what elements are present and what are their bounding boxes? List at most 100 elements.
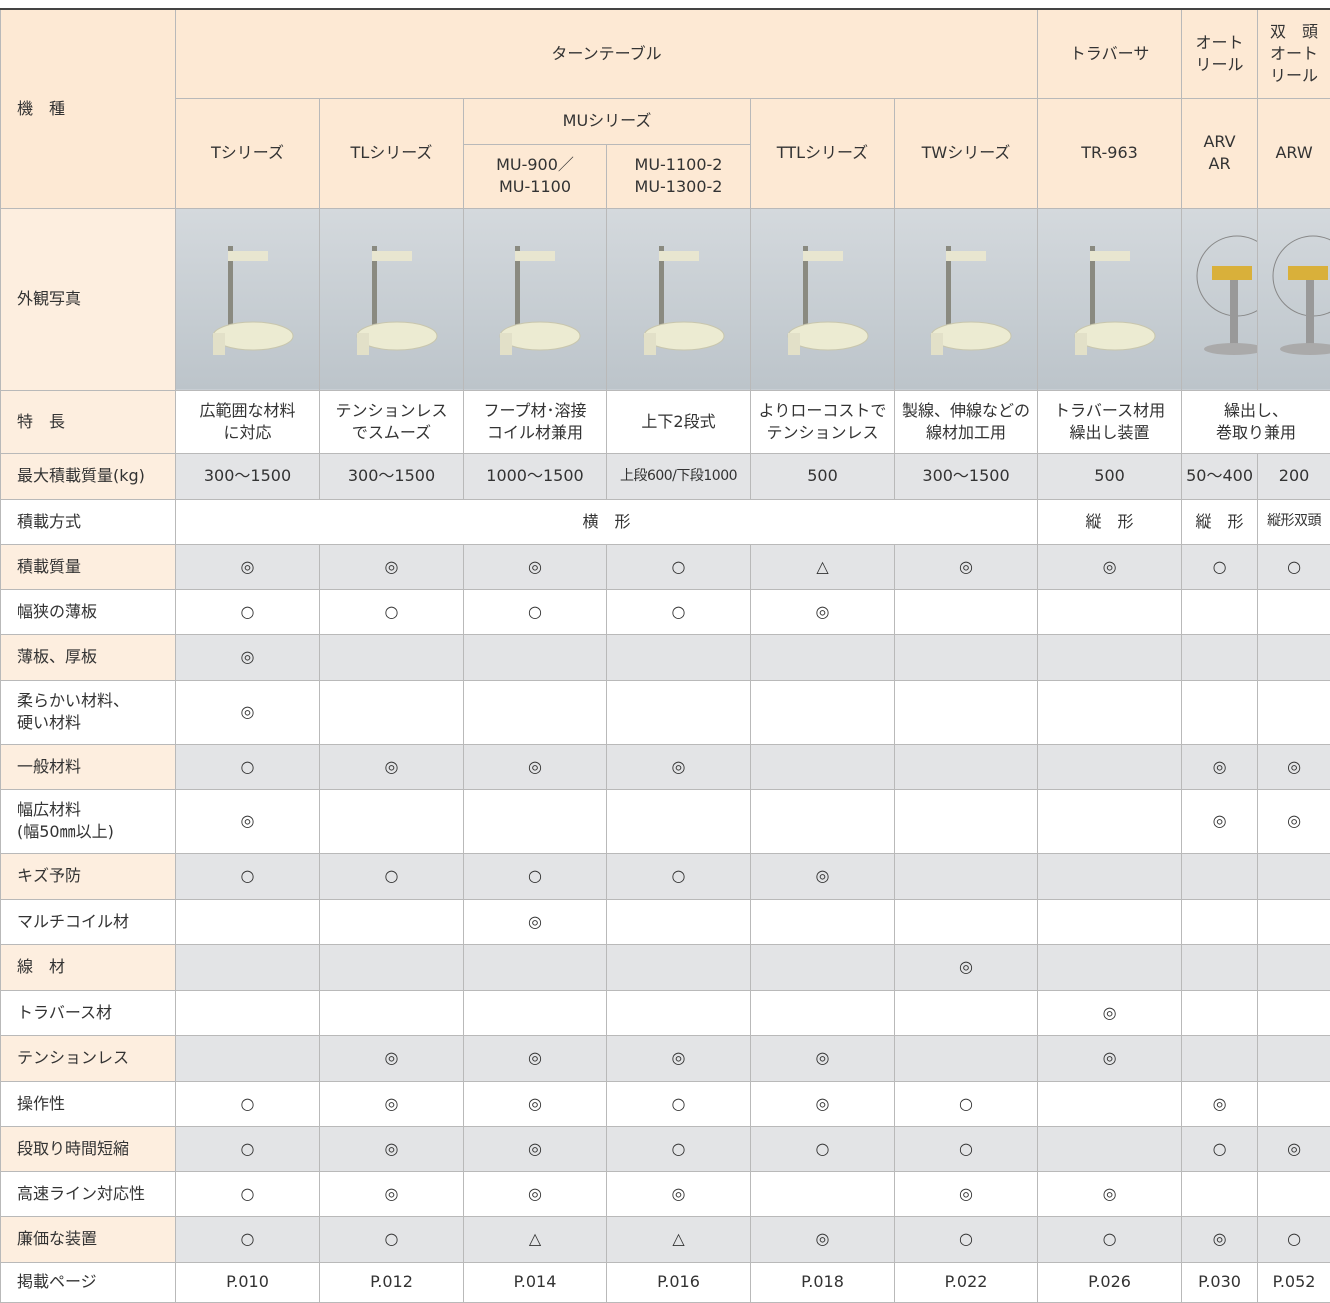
table-cell: 製線、伸線などの 線材加工用 <box>895 390 1038 453</box>
table-cell <box>1258 1035 1330 1081</box>
table-cell <box>607 634 751 680</box>
table-cell: ◎ <box>1258 1126 1330 1171</box>
table-cell <box>1038 634 1182 680</box>
model: Tシリーズ <box>176 98 320 208</box>
table-cell: ◎ <box>1182 1216 1258 1262</box>
table-cell: ○ <box>607 589 751 634</box>
table-cell <box>895 899 1038 944</box>
table-cell <box>1038 589 1182 634</box>
table-cell: ○ <box>176 744 320 789</box>
table-cell <box>320 899 464 944</box>
table-cell: ◎ <box>464 1081 607 1126</box>
model: MU-1100-2 MU-1300-2 <box>607 144 751 208</box>
table-cell: ◎ <box>1182 1081 1258 1126</box>
table-body: 外観写真特 長広範囲な材料 に対応テンションレス でスムーズフープ材･溶接 コイ… <box>1 208 1330 1302</box>
table-cell: ◎ <box>320 1171 464 1216</box>
table-cell <box>751 990 895 1035</box>
table-cell: P.052 <box>1258 1262 1330 1302</box>
table-cell: P.014 <box>464 1262 607 1302</box>
table-row: マルチコイル材◎ <box>1 899 1330 944</box>
table-cell: ◎ <box>320 544 464 589</box>
row-label: 幅狭の薄板 <box>1 589 176 634</box>
table-row: 一般材料○◎◎◎◎◎ <box>1 744 1330 789</box>
photo-cell <box>1038 208 1182 390</box>
table-cell: ◎ <box>751 589 895 634</box>
table-cell: ◎ <box>1038 1171 1182 1216</box>
product-photo <box>906 221 1026 371</box>
table-cell <box>1258 589 1330 634</box>
table-cell: ◎ <box>607 1035 751 1081</box>
table-cell <box>176 990 320 1035</box>
table-cell <box>895 1035 1038 1081</box>
table-cell: ○ <box>176 1081 320 1126</box>
table-cell: ○ <box>607 544 751 589</box>
product-photo <box>619 221 739 371</box>
table-cell: ◎ <box>464 899 607 944</box>
table-cell <box>320 680 464 744</box>
table-cell <box>1258 899 1330 944</box>
table-cell <box>895 789 1038 853</box>
table-cell <box>751 744 895 789</box>
table-cell: ◎ <box>895 1171 1038 1216</box>
table-cell: ○ <box>607 1126 751 1171</box>
table-cell <box>176 899 320 944</box>
table-cell <box>1038 1081 1182 1126</box>
group: トラバーサ <box>1038 9 1182 98</box>
table-row: キズ予防○○○○◎ <box>1 853 1330 899</box>
table-cell <box>464 990 607 1035</box>
table-cell <box>1182 1035 1258 1081</box>
comparison-table: 機 種 ターンテーブル トラバーサ オート リール 双 頭 オート リール Tシ… <box>0 8 1330 1303</box>
product-photo <box>1182 221 1258 371</box>
table-cell: △ <box>464 1216 607 1262</box>
table-cell <box>464 680 607 744</box>
row-label: 廉価な装置 <box>1 1216 176 1262</box>
product-photo <box>475 221 595 371</box>
row-label: 薄板、厚板 <box>1 634 176 680</box>
table-cell: 500 <box>751 453 895 499</box>
photo-cell <box>176 208 320 390</box>
table-cell: ◎ <box>464 744 607 789</box>
table-cell: 300〜1500 <box>320 453 464 499</box>
table-cell <box>1182 680 1258 744</box>
table-cell: よりローコストで テンションレス <box>751 390 895 453</box>
table-cell: P.016 <box>607 1262 751 1302</box>
table-cell <box>1038 944 1182 990</box>
table-cell: ◎ <box>176 544 320 589</box>
row-label: 幅広材料 (幅50㎜以上) <box>1 789 176 853</box>
table-row: 特 長広範囲な材料 に対応テンションレス でスムーズフープ材･溶接 コイル材兼用… <box>1 390 1330 453</box>
table-cell: ○ <box>464 853 607 899</box>
table-cell: 200 <box>1258 453 1330 499</box>
table-cell <box>320 944 464 990</box>
table-cell: 300〜1500 <box>895 453 1038 499</box>
row-label: テンションレス <box>1 1035 176 1081</box>
table-cell: ◎ <box>176 680 320 744</box>
model-label: 機 種 <box>1 9 176 208</box>
table-cell: ◎ <box>320 1126 464 1171</box>
table-cell <box>1258 634 1330 680</box>
table-row: 柔らかい材料、 硬い材料◎ <box>1 680 1330 744</box>
table-cell <box>607 944 751 990</box>
table-cell <box>895 990 1038 1035</box>
table-cell: ◎ <box>320 744 464 789</box>
table-cell <box>1182 944 1258 990</box>
row-label: 線 材 <box>1 944 176 990</box>
model-series: MUシリーズ <box>464 98 751 144</box>
table-cell <box>1258 853 1330 899</box>
table-cell: ○ <box>176 1126 320 1171</box>
table-cell: ◎ <box>751 1216 895 1262</box>
table-cell: 横 形 <box>176 499 1038 544</box>
table-cell <box>1258 1081 1330 1126</box>
table-cell <box>751 1171 895 1216</box>
row-label: 最大積載質量(kg) <box>1 453 176 499</box>
photo-cell <box>751 208 895 390</box>
table-cell <box>1182 1171 1258 1216</box>
table-cell <box>751 789 895 853</box>
table-row: 積載方式横 形縦 形縦 形縦形双頭 <box>1 499 1330 544</box>
table-cell: フープ材･溶接 コイル材兼用 <box>464 390 607 453</box>
table-cell <box>1038 1126 1182 1171</box>
table-cell <box>751 944 895 990</box>
table-cell: ◎ <box>895 544 1038 589</box>
